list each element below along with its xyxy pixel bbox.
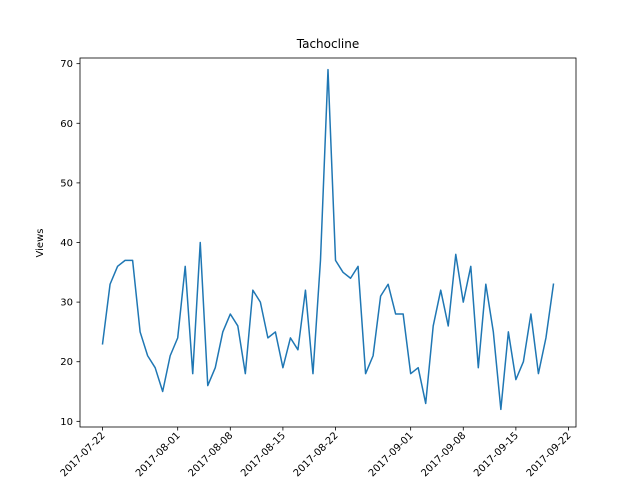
x-tick-label: 2017-09-22	[525, 430, 574, 479]
y-tick-label: 60	[60, 119, 73, 130]
y-axis-label: Views	[35, 229, 46, 258]
series-line-0	[101, 68, 555, 411]
x-tick-label: 2017-09-08	[420, 430, 469, 479]
plot-frame	[79, 57, 577, 428]
x-tick-label: 2017-08-08	[187, 430, 236, 479]
x-tick-label: 2017-07-22	[59, 430, 108, 479]
y-tick-label: 40	[60, 238, 73, 249]
x-tick-label: 2017-09-15	[472, 430, 521, 479]
x-tick-label: 2017-09-01	[367, 430, 416, 479]
chart-title: Tachocline	[296, 37, 360, 51]
y-tick-label: 30	[60, 298, 73, 309]
y-tick-label: 50	[60, 178, 73, 189]
y-tick-label: 10	[60, 417, 73, 428]
y-tick-label: 20	[60, 357, 73, 368]
x-tick-label: 2017-08-01	[134, 430, 183, 479]
x-tick-label: 2017-08-15	[239, 430, 288, 479]
x-tick-label: 2017-08-22	[292, 430, 341, 479]
y-tick-label: 70	[60, 59, 73, 70]
